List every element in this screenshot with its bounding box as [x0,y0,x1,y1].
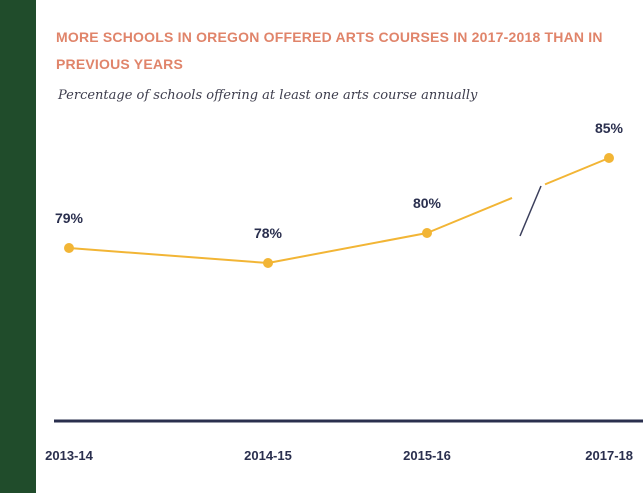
data-label-2013-14: 79% [55,210,84,226]
data-point-2014-15 [263,258,273,268]
data-point-2015-16 [422,228,432,238]
series-group [68,157,610,264]
data-point-2017-18 [604,153,614,163]
x-tick-labels: 2013-14 2014-15 2015-16 2017-18 [45,448,633,463]
series-segment-3b [544,157,610,186]
points-group [64,153,614,268]
x-tick-label-2015-16: 2015-16 [403,448,451,463]
x-tick-label-2013-14: 2013-14 [45,448,93,463]
data-label-2017-18: 85% [595,120,624,136]
axis-break-slash [519,185,542,237]
x-tick-label-2014-15: 2014-15 [244,448,292,463]
series-segment-2 [267,232,428,264]
chart-title: MORE SCHOOLS IN OREGON OFFERED ARTS COUR… [56,29,603,72]
x-tick-label-2017-18: 2017-18 [585,448,633,463]
data-label-2015-16: 80% [413,195,442,211]
series-segment-3a [426,197,513,234]
chart-card: MORE SCHOOLS IN OREGON OFFERED ARTS COUR… [36,0,643,493]
chart-subtitle: Percentage of schools offering at least … [58,88,478,103]
data-labels-group: 79% 78% 80% 85% [55,120,624,241]
axis-break [519,185,542,237]
series-segment-1 [68,247,269,264]
data-label-2014-15: 78% [254,225,283,241]
data-point-2013-14 [64,243,74,253]
